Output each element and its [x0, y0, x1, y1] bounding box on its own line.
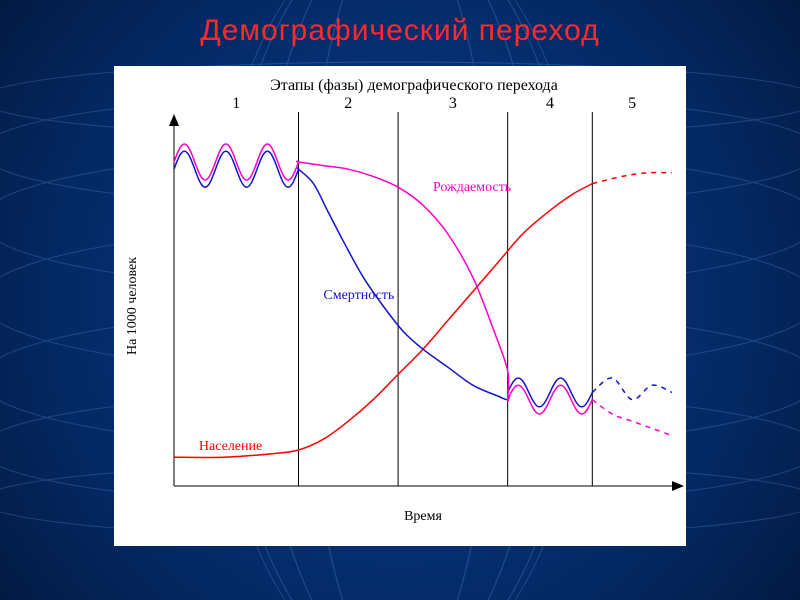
label-birth-rate: Рождаемость: [433, 180, 511, 195]
phase-label: 1: [232, 95, 240, 112]
demographic-transition-chart: Этапы (фазы) демографического перехода 1…: [114, 66, 686, 546]
label-population: Население: [199, 439, 262, 454]
chart-container: Этапы (фазы) демографического перехода 1…: [114, 66, 686, 546]
phase-label: 5: [628, 95, 636, 112]
series-birth-rate: [174, 144, 672, 436]
phase-labels: 1 2 3 4 5: [232, 95, 636, 112]
x-axis-label: Время: [404, 509, 442, 524]
phase-label: 3: [449, 95, 457, 112]
slide: Демографический переход Этапы (фазы) дем…: [0, 0, 800, 600]
chart-subtitle: Этапы (фазы) демографического перехода: [270, 77, 558, 94]
phase-label: 4: [546, 95, 554, 112]
series-population: [174, 173, 672, 458]
series-death-rate: [174, 151, 672, 407]
chart-axes: [169, 114, 684, 491]
label-death-rate: Смертность: [323, 288, 394, 303]
y-axis-label: На 1000 человек: [125, 257, 140, 355]
phase-label: 2: [344, 95, 352, 112]
slide-title: Демографический переход: [0, 14, 800, 48]
